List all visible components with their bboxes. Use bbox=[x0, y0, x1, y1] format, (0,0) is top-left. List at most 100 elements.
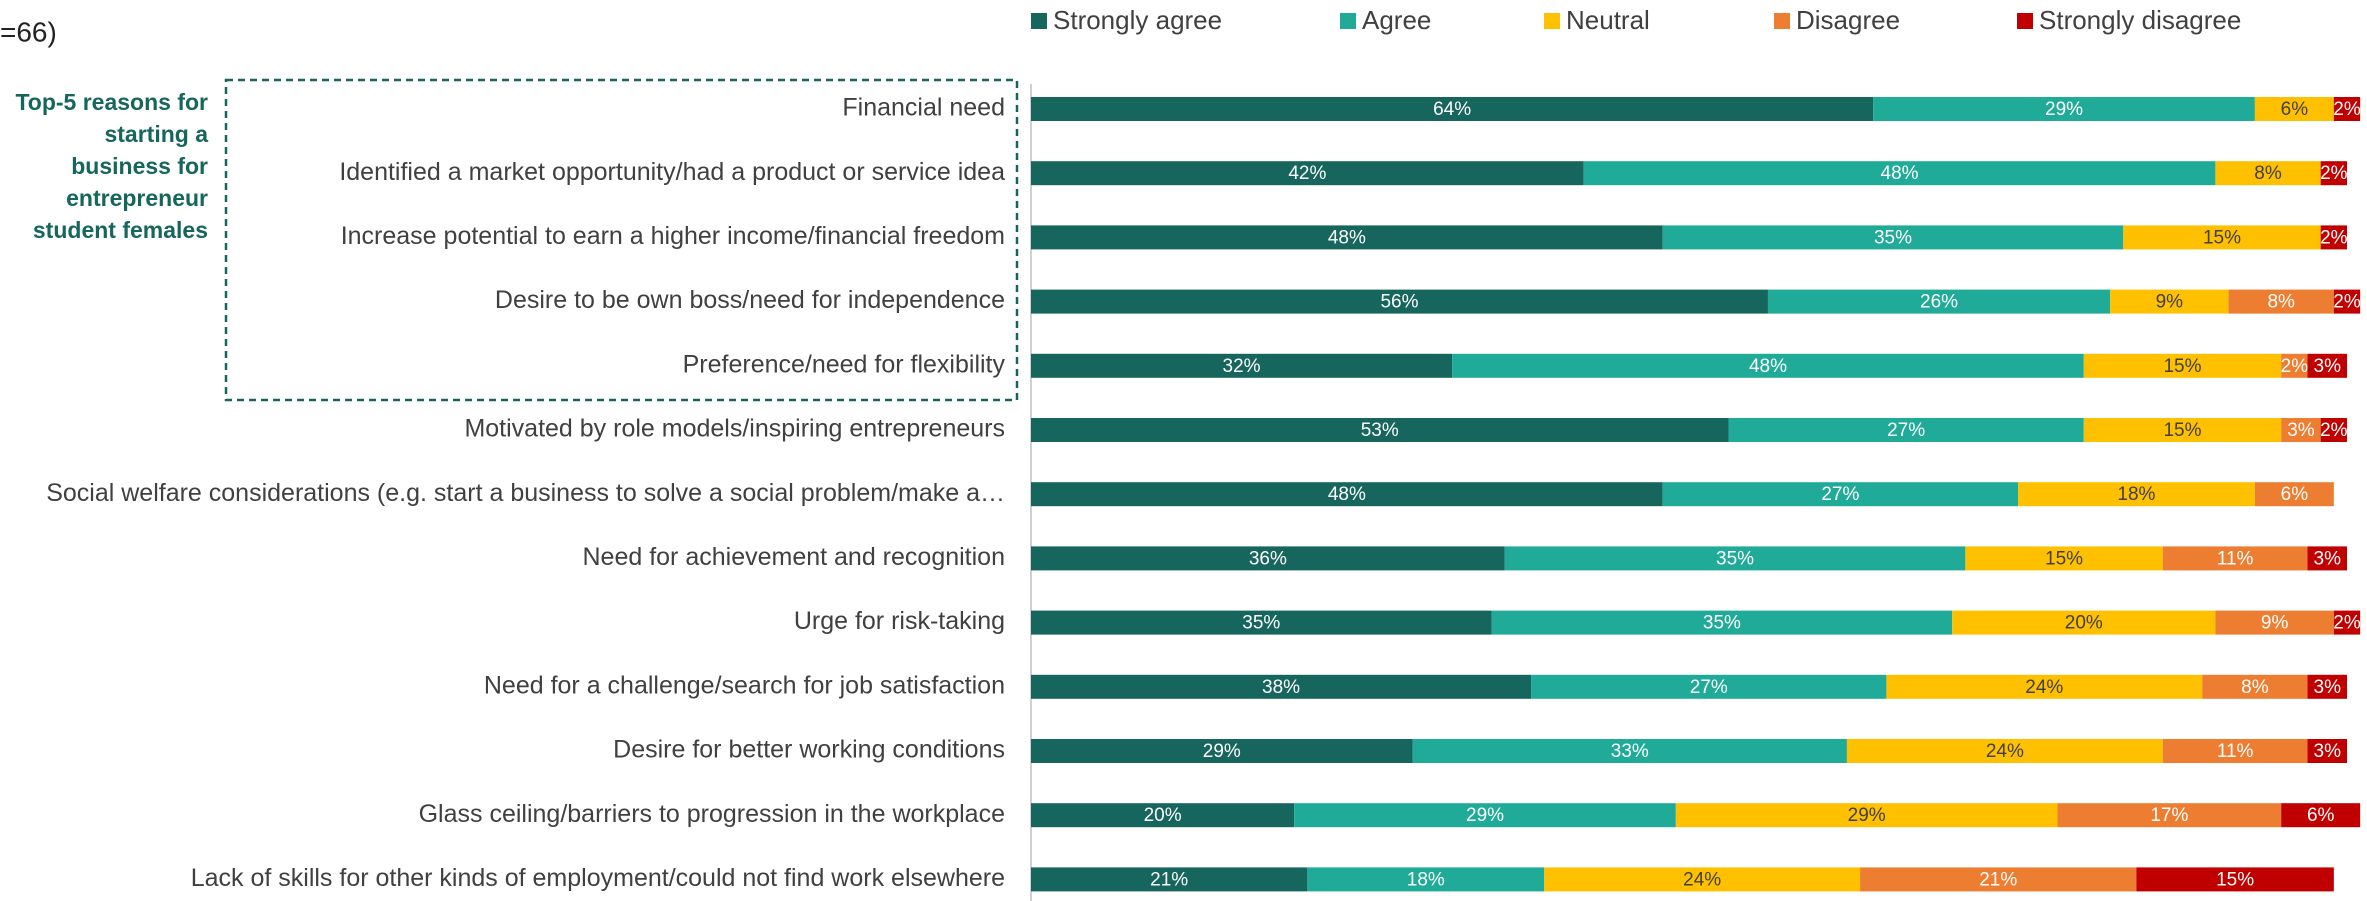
value-label: 6% bbox=[2281, 99, 2309, 120]
value-label: 24% bbox=[2025, 677, 2063, 698]
bar-segment bbox=[2162, 546, 2308, 571]
value-label: 35% bbox=[1874, 227, 1912, 248]
bar-segment bbox=[1504, 546, 1966, 571]
bar-segment bbox=[2136, 867, 2334, 892]
bar-segment bbox=[1886, 674, 2203, 699]
bar-segment bbox=[1952, 610, 2216, 635]
value-label: 26% bbox=[1920, 292, 1958, 313]
bar-segment bbox=[1031, 418, 1729, 442]
bar-segment bbox=[2083, 418, 2282, 442]
value-label: 9% bbox=[2156, 292, 2184, 313]
value-label: 35% bbox=[1716, 548, 1754, 569]
value-label: 27% bbox=[1821, 484, 1859, 505]
bar-segment bbox=[1031, 353, 1453, 378]
value-label: 27% bbox=[1690, 677, 1728, 698]
bar-segment bbox=[2320, 418, 2347, 442]
value-label: 33% bbox=[1611, 741, 1649, 762]
category-label: Social welfare considerations (e.g. star… bbox=[46, 479, 1005, 507]
category-label: Desire for better working conditions bbox=[613, 736, 1005, 764]
value-label: 29% bbox=[1848, 805, 1886, 826]
value-label: 17% bbox=[2150, 805, 2188, 826]
value-label: 64% bbox=[1433, 99, 1471, 120]
value-label: 21% bbox=[1150, 869, 1188, 890]
bar-segment bbox=[1031, 610, 1492, 635]
bar-segment bbox=[2057, 803, 2282, 828]
bar-segment bbox=[2110, 289, 2229, 314]
category-label: Need for a challenge/search for job sati… bbox=[484, 671, 1005, 699]
value-label: 38% bbox=[1262, 677, 1300, 698]
value-label: 18% bbox=[1407, 869, 1445, 890]
category-label: Identified a market opportunity/had a pr… bbox=[339, 158, 1005, 186]
value-label: 56% bbox=[1380, 292, 1418, 313]
category-label: Need for achievement and recognition bbox=[583, 543, 1006, 571]
bar-segment bbox=[1662, 482, 2018, 507]
bar-segment bbox=[1031, 482, 1663, 507]
value-label: 18% bbox=[2117, 484, 2155, 505]
legend-swatch bbox=[1774, 13, 1790, 29]
value-label: 48% bbox=[1881, 163, 1919, 184]
bar-segment bbox=[1031, 225, 1663, 250]
value-label: 21% bbox=[1979, 869, 2017, 890]
bar-segment bbox=[2215, 161, 2321, 186]
bar-segment bbox=[2254, 482, 2334, 507]
value-label: 29% bbox=[1466, 805, 1504, 826]
value-label: 2% bbox=[2333, 292, 2361, 313]
value-label: 3% bbox=[2314, 356, 2342, 377]
value-label: 29% bbox=[1203, 741, 1241, 762]
bar-segment bbox=[1031, 867, 1308, 892]
value-label: 2% bbox=[2333, 99, 2361, 120]
bar-segment bbox=[1452, 353, 2084, 378]
legend-swatch bbox=[1340, 13, 1356, 29]
bar-segment bbox=[1767, 289, 2111, 314]
bar-segment bbox=[2281, 803, 2361, 828]
value-label: 20% bbox=[1144, 805, 1182, 826]
category-label: Lack of skills for other kinds of employ… bbox=[191, 864, 1005, 892]
bar-segment bbox=[1662, 225, 2124, 250]
value-label: 8% bbox=[2267, 292, 2295, 313]
bar-segment bbox=[1583, 161, 2216, 186]
value-label: 2% bbox=[2320, 227, 2348, 248]
bar-segment bbox=[2083, 353, 2282, 378]
bar-segment bbox=[1031, 739, 1413, 763]
value-label: 48% bbox=[1328, 227, 1366, 248]
bar-segment bbox=[1031, 161, 1584, 186]
bar-segment bbox=[1728, 418, 2084, 442]
bar-segment bbox=[1031, 97, 1874, 121]
bar-segment bbox=[1031, 546, 1505, 571]
bar-segment bbox=[1031, 289, 1768, 314]
value-label: 6% bbox=[2307, 805, 2335, 826]
highlight-box bbox=[224, 78, 1019, 402]
value-label: 2% bbox=[2320, 420, 2348, 441]
value-label: 3% bbox=[2314, 677, 2342, 698]
bar-segment bbox=[2202, 674, 2308, 699]
value-label: 35% bbox=[1242, 613, 1280, 634]
subtitle: =66) bbox=[0, 16, 57, 47]
legend-label: Disagree bbox=[1796, 5, 1900, 35]
legend-label: Neutral bbox=[1566, 5, 1650, 35]
bar-segment bbox=[1531, 674, 1887, 699]
value-label: 8% bbox=[2254, 163, 2282, 184]
bar-segment bbox=[2307, 674, 2347, 699]
bar-segment bbox=[1294, 803, 1676, 828]
value-label: 24% bbox=[1683, 869, 1721, 890]
legend-swatch bbox=[1544, 13, 1560, 29]
legend-swatch bbox=[1031, 13, 1047, 29]
bar-segment bbox=[1873, 97, 2255, 121]
value-label: 3% bbox=[2287, 420, 2315, 441]
value-label: 2% bbox=[2281, 356, 2309, 377]
bar-segment bbox=[1031, 803, 1295, 828]
value-label: 29% bbox=[2045, 99, 2083, 120]
value-label: 32% bbox=[1223, 356, 1261, 377]
value-label: 15% bbox=[2163, 420, 2201, 441]
bar-segment bbox=[2333, 289, 2361, 314]
legend-label: Strongly agree bbox=[1053, 5, 1222, 35]
category-label: Increase potential to earn a higher inco… bbox=[341, 222, 1005, 250]
bar-segment bbox=[2307, 546, 2347, 571]
value-label: 27% bbox=[1887, 420, 1925, 441]
value-label: 48% bbox=[1749, 356, 1787, 377]
bar-segment bbox=[1307, 867, 1545, 892]
bar-segment bbox=[2281, 353, 2308, 378]
value-label: 3% bbox=[2314, 741, 2342, 762]
